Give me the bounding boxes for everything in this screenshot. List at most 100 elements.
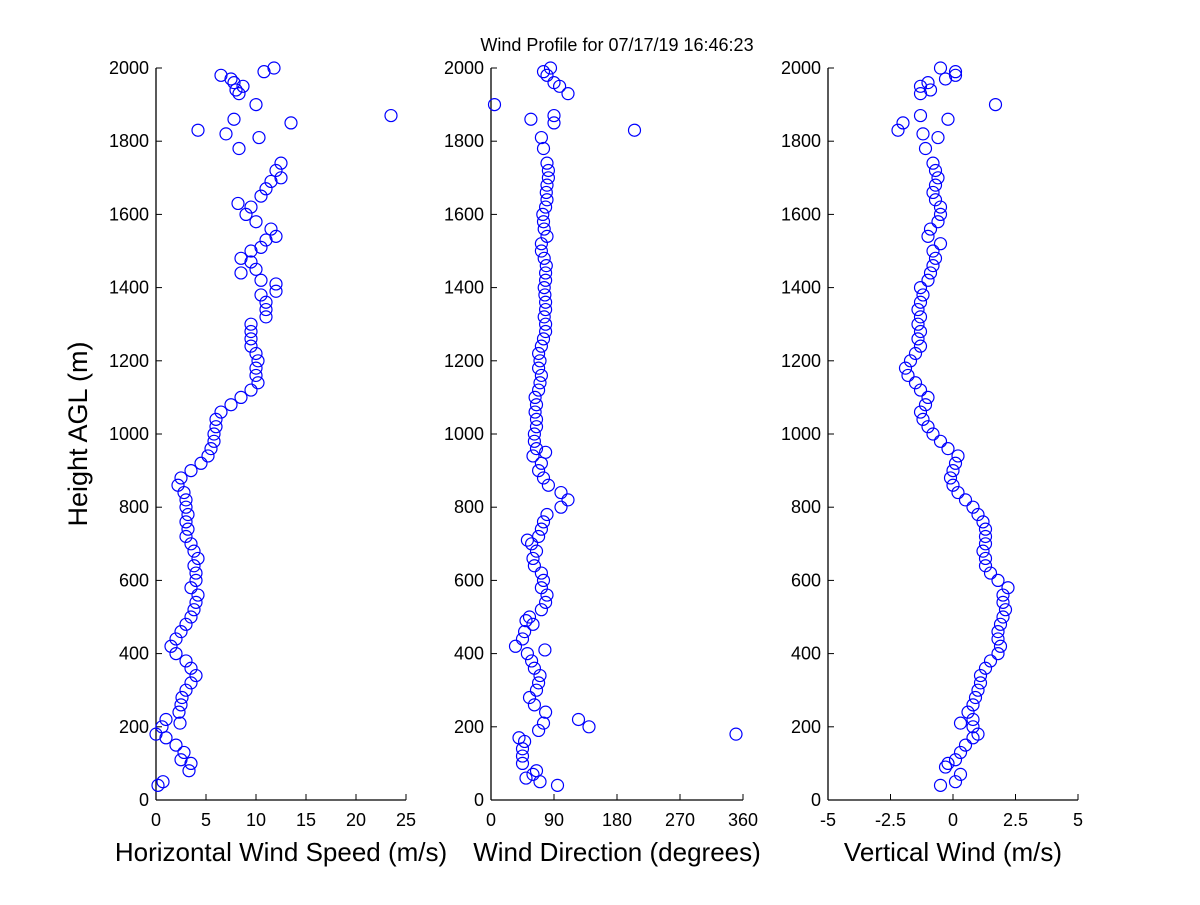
data-point	[540, 193, 554, 207]
data-point	[941, 756, 955, 771]
data-point	[538, 200, 553, 214]
data-point	[941, 112, 955, 126]
data-point	[991, 625, 1005, 639]
data-point	[540, 156, 554, 170]
x-tick-label: 5	[1073, 810, 1083, 830]
y-tick-label: 1400	[109, 278, 149, 298]
data-point	[898, 361, 913, 375]
data-point	[182, 764, 196, 778]
data-point	[537, 281, 551, 295]
data-point	[933, 200, 948, 214]
data-point	[517, 625, 532, 639]
data-point	[996, 610, 1010, 624]
data-point	[911, 332, 925, 346]
data-point	[933, 778, 948, 792]
y-tick-label: 800	[454, 497, 484, 517]
data-point	[534, 244, 549, 258]
data-point	[540, 178, 554, 192]
data-point	[207, 434, 221, 448]
y-tick-label: 1600	[444, 204, 484, 224]
data-point	[913, 79, 928, 93]
data-point	[978, 537, 993, 551]
data-point	[155, 720, 169, 734]
y-tick-label: 200	[119, 717, 149, 737]
data-point	[249, 368, 263, 383]
data-point	[172, 705, 186, 719]
data-point	[571, 712, 586, 727]
data-point	[933, 207, 948, 221]
data-point	[961, 705, 975, 719]
data-point	[181, 522, 195, 536]
data-point	[229, 83, 243, 97]
figure-title: Wind Profile for 07/17/19 16:46:23	[480, 35, 753, 55]
data-point	[534, 456, 549, 470]
data-point	[531, 723, 546, 738]
data-point	[234, 390, 248, 404]
data-point	[976, 515, 990, 529]
data-point	[244, 339, 258, 353]
data-point	[536, 141, 551, 156]
data-point	[916, 412, 930, 426]
data-point	[519, 771, 533, 785]
data-point	[540, 507, 554, 522]
panel-wind-direction: 0 200 400 600 800 1000 1200 1400 1600 1800 2000 0 90…	[444, 58, 761, 867]
data-point	[156, 775, 170, 789]
data-point	[179, 617, 193, 631]
data-point	[189, 668, 203, 683]
x-axis-label: Wind Direction (degrees)	[473, 837, 761, 867]
y-tick-label: 2000	[781, 58, 821, 78]
data-point	[254, 240, 268, 254]
data-point	[528, 390, 542, 404]
data-point	[926, 185, 940, 200]
data-point	[519, 614, 533, 628]
y-tick-label: 200	[791, 717, 821, 737]
data-point	[541, 171, 556, 185]
data-point	[538, 273, 553, 287]
data-point	[953, 716, 968, 730]
y-tick-label: 1000	[781, 424, 821, 444]
data-point	[384, 108, 398, 123]
data-point	[269, 229, 283, 243]
data-point	[531, 383, 546, 397]
data-point	[173, 716, 187, 730]
data-point	[179, 683, 193, 697]
data-point	[536, 65, 551, 79]
data-point	[181, 507, 195, 522]
data-point	[179, 500, 193, 514]
data-point	[536, 716, 551, 730]
data-point	[179, 654, 193, 668]
data-point	[526, 617, 540, 631]
data-point	[953, 745, 968, 760]
data-point	[536, 573, 551, 588]
data-point	[946, 464, 960, 478]
data-point	[921, 273, 935, 287]
x-tick-label: 0	[151, 810, 161, 830]
data-point	[991, 573, 1005, 588]
data-point	[971, 727, 985, 741]
data-point	[244, 324, 258, 339]
data-point	[533, 775, 547, 789]
data-point	[529, 442, 544, 456]
y-tick-label: 2000	[444, 58, 484, 78]
data-point	[264, 222, 278, 236]
data-point	[938, 760, 953, 774]
y-tick-label: 1000	[444, 424, 484, 444]
data-point	[184, 581, 198, 595]
data-point	[284, 116, 298, 130]
data-point	[531, 676, 546, 690]
data-point	[533, 354, 547, 368]
data-point	[547, 108, 561, 123]
data-point	[254, 273, 268, 287]
data-point	[536, 215, 551, 229]
data-point	[187, 544, 201, 558]
y-tick-label: 1200	[781, 351, 821, 371]
data-point	[913, 281, 928, 295]
y-tick-label: 0	[474, 790, 484, 810]
data-point	[998, 603, 1013, 617]
x-tick-label: 5	[201, 810, 211, 830]
data-point	[249, 361, 263, 375]
data-point	[184, 661, 198, 675]
data-point	[189, 595, 203, 609]
data-point	[538, 445, 553, 459]
